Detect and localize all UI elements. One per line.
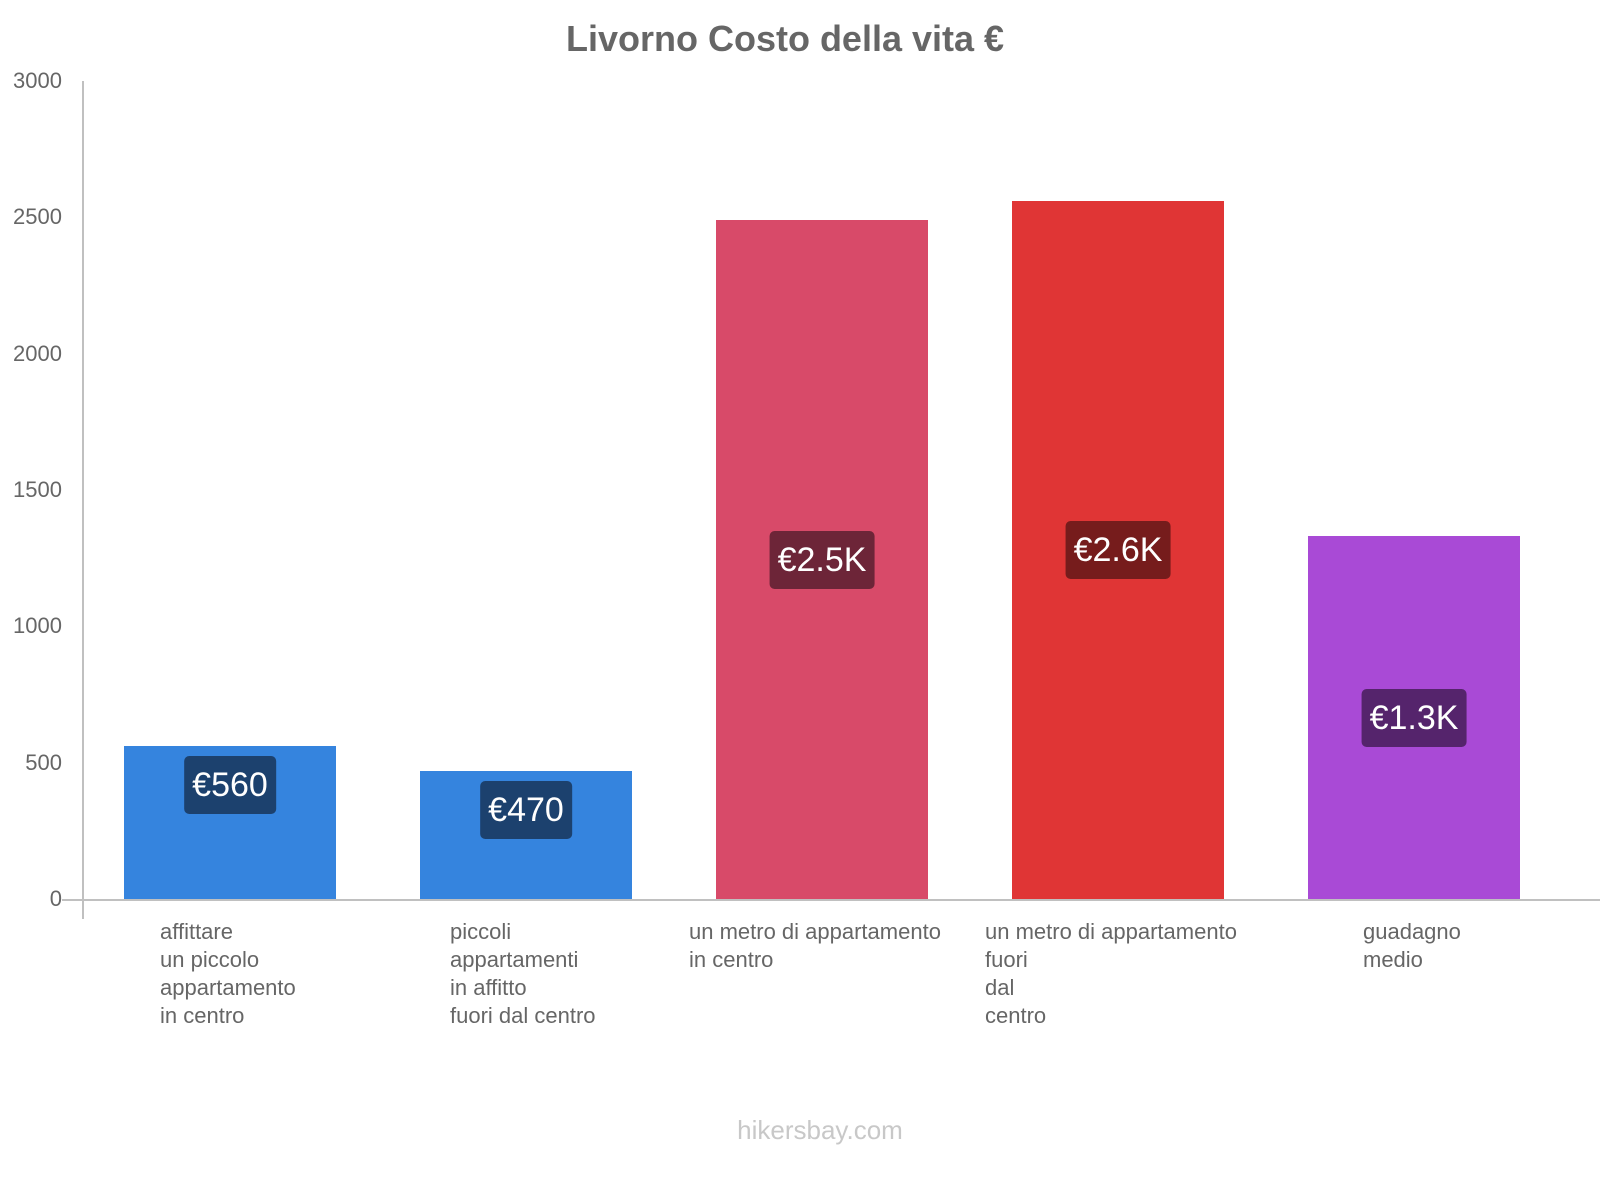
bar-value-label: €470: [480, 780, 572, 839]
bar-value-label: €560: [184, 756, 276, 815]
x-tick-label: un metro di appartamento fuori dal centr…: [985, 919, 1237, 1028]
bar-value-label: €2.5K: [769, 530, 875, 589]
x-axis-line: [62, 899, 1600, 901]
bar-value-label: €1.3K: [1361, 688, 1467, 747]
x-tick-label: un metro di appartamento in centro: [689, 919, 941, 972]
y-tick-label: 3000: [13, 68, 62, 93]
y-tick-label: 1000: [13, 613, 62, 639]
y-tick-label: 2500: [13, 204, 62, 230]
y-tick-label: 500: [25, 749, 62, 775]
x-tick-label: affittare un piccolo appartamento in cen…: [160, 919, 296, 1028]
x-tick-label: guadagno medio: [1363, 919, 1461, 972]
y-tick-label: 0: [49, 886, 62, 911]
x-tick-label: piccoli appartamenti in affitto fuori da…: [450, 919, 596, 1028]
chart-title: Livorno Costo della vita €: [565, 18, 1005, 59]
y-axis-line: [82, 81, 84, 919]
y-tick-label: 1500: [13, 477, 62, 502]
y-tick-label: 2000: [13, 340, 62, 366]
watermark: hikersbay.com: [737, 1115, 903, 1145]
bar-value-label: €2.6K: [1065, 520, 1171, 579]
